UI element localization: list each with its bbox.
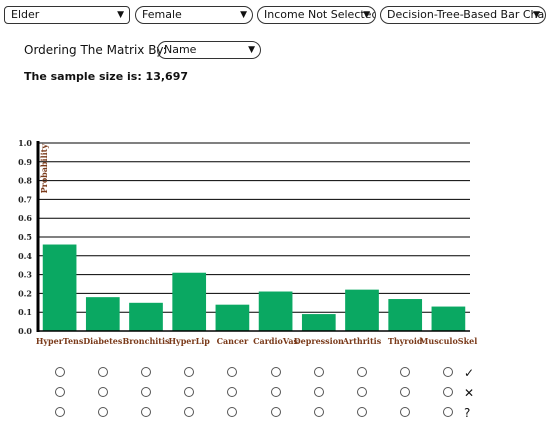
rating-radio[interactable] [184,407,194,417]
rating-radio[interactable] [314,367,324,377]
bar [215,304,250,331]
sex-select-value: Female [142,8,182,21]
bar [431,306,466,331]
bar [129,302,163,331]
rating-radio[interactable] [55,387,65,397]
rating-radio[interactable] [55,367,65,377]
x-tick-label: Bronchitis [122,336,170,346]
x-tick-label: HyperTens [36,336,84,346]
x-tick-label: Diabetes [83,336,123,346]
rating-radio[interactable] [314,407,324,417]
chart-type-select-value: Decision-Tree-Based Bar Chart [387,8,546,21]
chevron-down-icon: ▼ [240,10,247,20]
x-tick-label: Depression [294,336,344,346]
y-tick-label: 0.1 [18,307,32,317]
y-tick-label: 0.9 [18,157,32,167]
rating-radio[interactable] [98,367,108,377]
rating-radio[interactable] [271,387,281,397]
question-icon: ? [464,406,471,420]
y-tick-label: 0.2 [18,288,32,298]
rating-radio[interactable] [314,387,324,397]
bar [85,297,120,331]
y-tick-label: 1.0 [18,138,32,148]
rating-radio[interactable] [141,407,151,417]
x-tick-label: Arthritis [342,336,382,346]
ordering-select[interactable]: Name ▼ [157,41,261,59]
rating-radio[interactable] [141,367,151,377]
rating-radio[interactable] [98,407,108,417]
y-tick-label: 0.8 [18,176,32,186]
chevron-down-icon: ▼ [533,10,540,20]
y-tick-label: 0.7 [18,194,32,204]
y-tick-label: 0.5 [18,232,32,242]
chevron-down-icon: ▼ [117,10,124,20]
age-select-value: Elder [11,8,40,21]
rating-radio[interactable] [443,367,453,377]
rating-radio[interactable] [184,387,194,397]
bar [388,299,423,331]
cross-icon: ✕ [464,386,475,400]
chevron-down-icon: ▼ [363,10,370,20]
bar [172,272,207,331]
income-select[interactable]: Income Not Selected ▼ [257,6,376,24]
rating-radio[interactable] [227,367,237,377]
x-tick-label: Thyroid [388,336,423,346]
x-tick-label: CardioVas [253,336,298,346]
sex-select[interactable]: Female ▼ [135,6,253,24]
y-tick-label: 0.4 [18,251,32,261]
chart-type-select[interactable]: Decision-Tree-Based Bar Chart ▼ [380,6,546,24]
rating-radio[interactable] [271,407,281,417]
bar-chart: 0.0 0.1 0.2 0.3 0.4 0.5 0.6 0.7 0.8 0.9 1.0 HyperTe… [18,138,478,346]
ordering-select-value: Name [164,43,197,56]
rating-radio[interactable] [227,387,237,397]
check-icon: ✓ [464,366,475,380]
age-select[interactable]: Elder ▼ [4,6,130,24]
y-axis-label: Probability [39,144,49,194]
rating-radio[interactable] [271,367,281,377]
x-tick-label: MusculoSkel [420,336,478,346]
rating-radio[interactable] [400,387,410,397]
y-tick-label: 0.0 [18,326,32,336]
x-tick-label: Cancer [217,336,249,346]
rating-row: ✕ [0,387,550,401]
y-tick-label: 0.6 [18,213,32,223]
rating-radio[interactable] [184,367,194,377]
rating-radio[interactable] [443,407,453,417]
rating-radio[interactable] [227,407,237,417]
bar [258,291,293,331]
rating-radio[interactable] [357,407,367,417]
bar [42,244,77,331]
bar [301,314,336,331]
y-tick-label: 0.3 [18,270,32,280]
rating-radio[interactable] [357,367,367,377]
rating-radio[interactable] [98,387,108,397]
rating-radio[interactable] [357,387,367,397]
rating-row: ? [0,407,550,421]
chevron-down-icon: ▼ [248,45,255,55]
income-select-value: Income Not Selected [264,8,376,21]
bar [345,289,379,331]
x-tick-label: HyperLip [169,336,211,346]
ordering-label: Ordering The Matrix By: [24,43,167,57]
rating-radio[interactable] [55,407,65,417]
sample-size-text: The sample size is: 13,697 [24,70,188,83]
rating-radio[interactable] [443,387,453,397]
rating-radio[interactable] [400,367,410,377]
rating-radio[interactable] [400,407,410,417]
rating-radio[interactable] [141,387,151,397]
rating-row: ✓ [0,367,550,381]
